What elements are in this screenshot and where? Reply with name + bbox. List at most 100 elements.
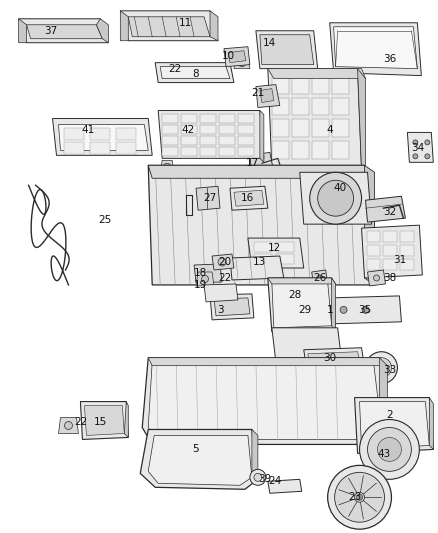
Bar: [272, 98, 289, 116]
Text: 13: 13: [253, 257, 266, 267]
Bar: [181, 148, 197, 156]
Polygon shape: [312, 270, 328, 286]
Polygon shape: [19, 19, 27, 43]
Polygon shape: [230, 256, 284, 280]
Polygon shape: [268, 479, 302, 493]
Polygon shape: [260, 88, 274, 102]
Polygon shape: [268, 69, 366, 78]
Text: 32: 32: [383, 207, 396, 217]
Bar: [200, 148, 216, 156]
Circle shape: [163, 163, 171, 171]
Bar: [64, 142, 85, 155]
Polygon shape: [148, 362, 381, 439]
Polygon shape: [196, 186, 220, 210]
Text: 36: 36: [383, 54, 396, 63]
Text: 37: 37: [44, 26, 57, 36]
Polygon shape: [234, 190, 264, 206]
Circle shape: [328, 465, 392, 529]
Text: 35: 35: [358, 305, 371, 315]
Polygon shape: [355, 398, 433, 454]
Bar: [181, 125, 197, 134]
Circle shape: [238, 59, 246, 67]
Circle shape: [374, 275, 379, 281]
Text: 10: 10: [221, 51, 234, 61]
Bar: [276, 254, 294, 264]
Text: 17: 17: [246, 158, 260, 168]
Polygon shape: [160, 160, 174, 174]
Polygon shape: [224, 47, 250, 67]
Bar: [312, 76, 328, 94]
Polygon shape: [361, 225, 422, 278]
Polygon shape: [256, 85, 280, 108]
Polygon shape: [379, 358, 388, 432]
Circle shape: [413, 154, 418, 159]
Polygon shape: [256, 31, 318, 69]
Bar: [162, 148, 178, 156]
Text: 34: 34: [411, 143, 424, 154]
Circle shape: [357, 494, 363, 500]
Polygon shape: [250, 152, 274, 175]
Polygon shape: [300, 172, 371, 224]
Text: 4: 4: [326, 125, 333, 135]
Polygon shape: [357, 69, 366, 178]
Polygon shape: [148, 435, 252, 486]
Bar: [200, 115, 216, 124]
Polygon shape: [429, 398, 433, 449]
Polygon shape: [27, 25, 102, 39]
Polygon shape: [268, 278, 336, 284]
Polygon shape: [308, 352, 361, 372]
Polygon shape: [332, 278, 336, 330]
Text: 43: 43: [378, 449, 391, 459]
Bar: [400, 231, 414, 242]
Text: 22: 22: [169, 63, 182, 74]
Polygon shape: [59, 417, 78, 433]
Bar: [367, 259, 381, 270]
Text: 2: 2: [386, 409, 393, 419]
Circle shape: [371, 358, 392, 378]
Bar: [292, 141, 309, 159]
Text: 8: 8: [192, 69, 198, 78]
Bar: [367, 231, 381, 242]
Polygon shape: [96, 19, 108, 43]
Text: 30: 30: [323, 353, 336, 363]
Polygon shape: [234, 55, 250, 69]
Polygon shape: [140, 430, 258, 489]
Circle shape: [201, 276, 208, 282]
Circle shape: [64, 422, 72, 430]
Polygon shape: [360, 401, 429, 449]
Bar: [162, 125, 178, 134]
Text: 23: 23: [348, 492, 361, 502]
Polygon shape: [260, 110, 264, 163]
Polygon shape: [364, 165, 374, 285]
Polygon shape: [366, 196, 406, 222]
Bar: [200, 136, 216, 146]
Text: 42: 42: [181, 125, 195, 135]
Circle shape: [360, 419, 419, 479]
Circle shape: [378, 364, 385, 372]
Text: 24: 24: [268, 477, 282, 486]
Circle shape: [340, 306, 347, 313]
Bar: [384, 231, 397, 242]
Text: 31: 31: [393, 255, 406, 265]
Bar: [254, 242, 272, 252]
Circle shape: [317, 275, 323, 281]
Bar: [219, 115, 235, 124]
Bar: [332, 141, 349, 159]
Bar: [400, 259, 414, 270]
Circle shape: [425, 140, 430, 145]
Bar: [292, 119, 309, 138]
Bar: [276, 242, 294, 252]
Text: 14: 14: [263, 38, 276, 48]
Bar: [272, 76, 289, 94]
Polygon shape: [59, 124, 148, 150]
Bar: [312, 119, 328, 138]
Polygon shape: [252, 430, 258, 479]
Polygon shape: [160, 67, 230, 78]
Text: 22: 22: [219, 273, 232, 283]
Polygon shape: [407, 132, 433, 163]
Bar: [90, 128, 110, 140]
Polygon shape: [214, 298, 250, 316]
Bar: [272, 141, 289, 159]
Bar: [272, 119, 289, 138]
Bar: [238, 148, 254, 156]
